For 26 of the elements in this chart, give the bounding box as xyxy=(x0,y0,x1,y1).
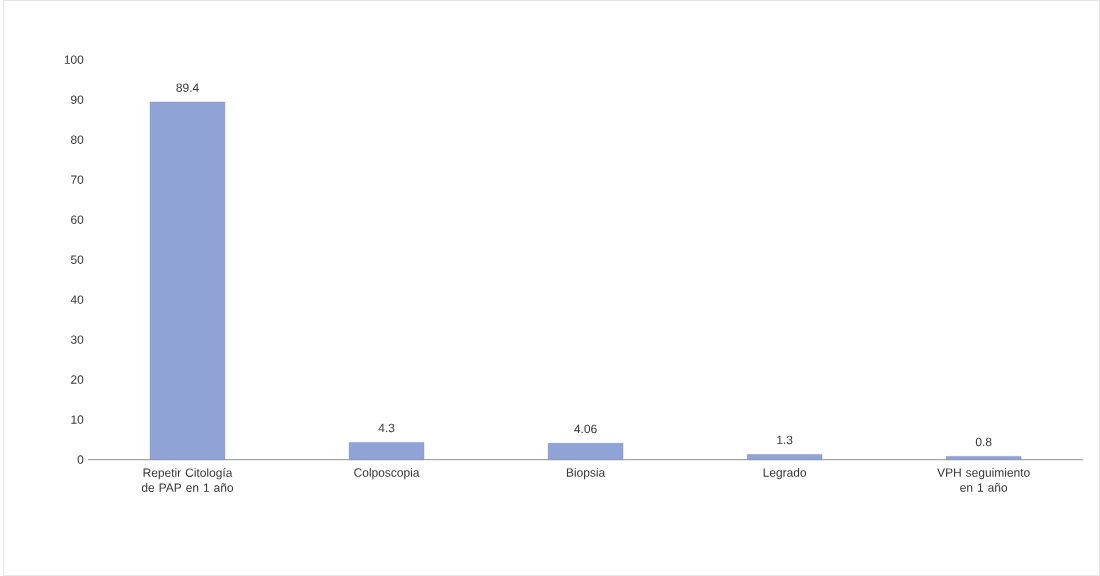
y-tick-label: 40 xyxy=(70,295,84,304)
y-tick-label: 100 xyxy=(64,55,84,64)
y-tick-label: 60 xyxy=(71,215,84,224)
x-tick-label: VPH seguimiento en 1 año xyxy=(937,467,1030,492)
bar xyxy=(149,101,226,460)
bar xyxy=(547,443,624,460)
data-label: 4.06 xyxy=(574,424,597,434)
data-label: 89.4 xyxy=(176,83,199,92)
y-tick-label: 30 xyxy=(70,335,84,344)
y-tick-label: 70 xyxy=(71,175,84,184)
data-label: 1.3 xyxy=(777,435,793,445)
bar xyxy=(946,456,1022,460)
y-tick-label: 80 xyxy=(70,135,84,144)
y-tick-label: 0 xyxy=(77,455,84,464)
x-tick-label: Repetir Citología de PAP en 1 año xyxy=(141,467,234,492)
x-tick-label: Biopsia xyxy=(566,467,606,480)
y-tick-label: 20 xyxy=(71,375,84,384)
y-tick-label: 10 xyxy=(71,415,84,424)
data-label: 4.3 xyxy=(378,423,395,433)
data-label: 0.8 xyxy=(975,437,992,447)
bar xyxy=(348,442,425,460)
x-tick-label: Legrado xyxy=(763,467,807,480)
y-tick-label: 50 xyxy=(70,255,84,264)
y-tick-label: 90 xyxy=(71,95,84,104)
x-tick-label: Colposcopia xyxy=(354,467,420,480)
bar xyxy=(747,454,823,460)
